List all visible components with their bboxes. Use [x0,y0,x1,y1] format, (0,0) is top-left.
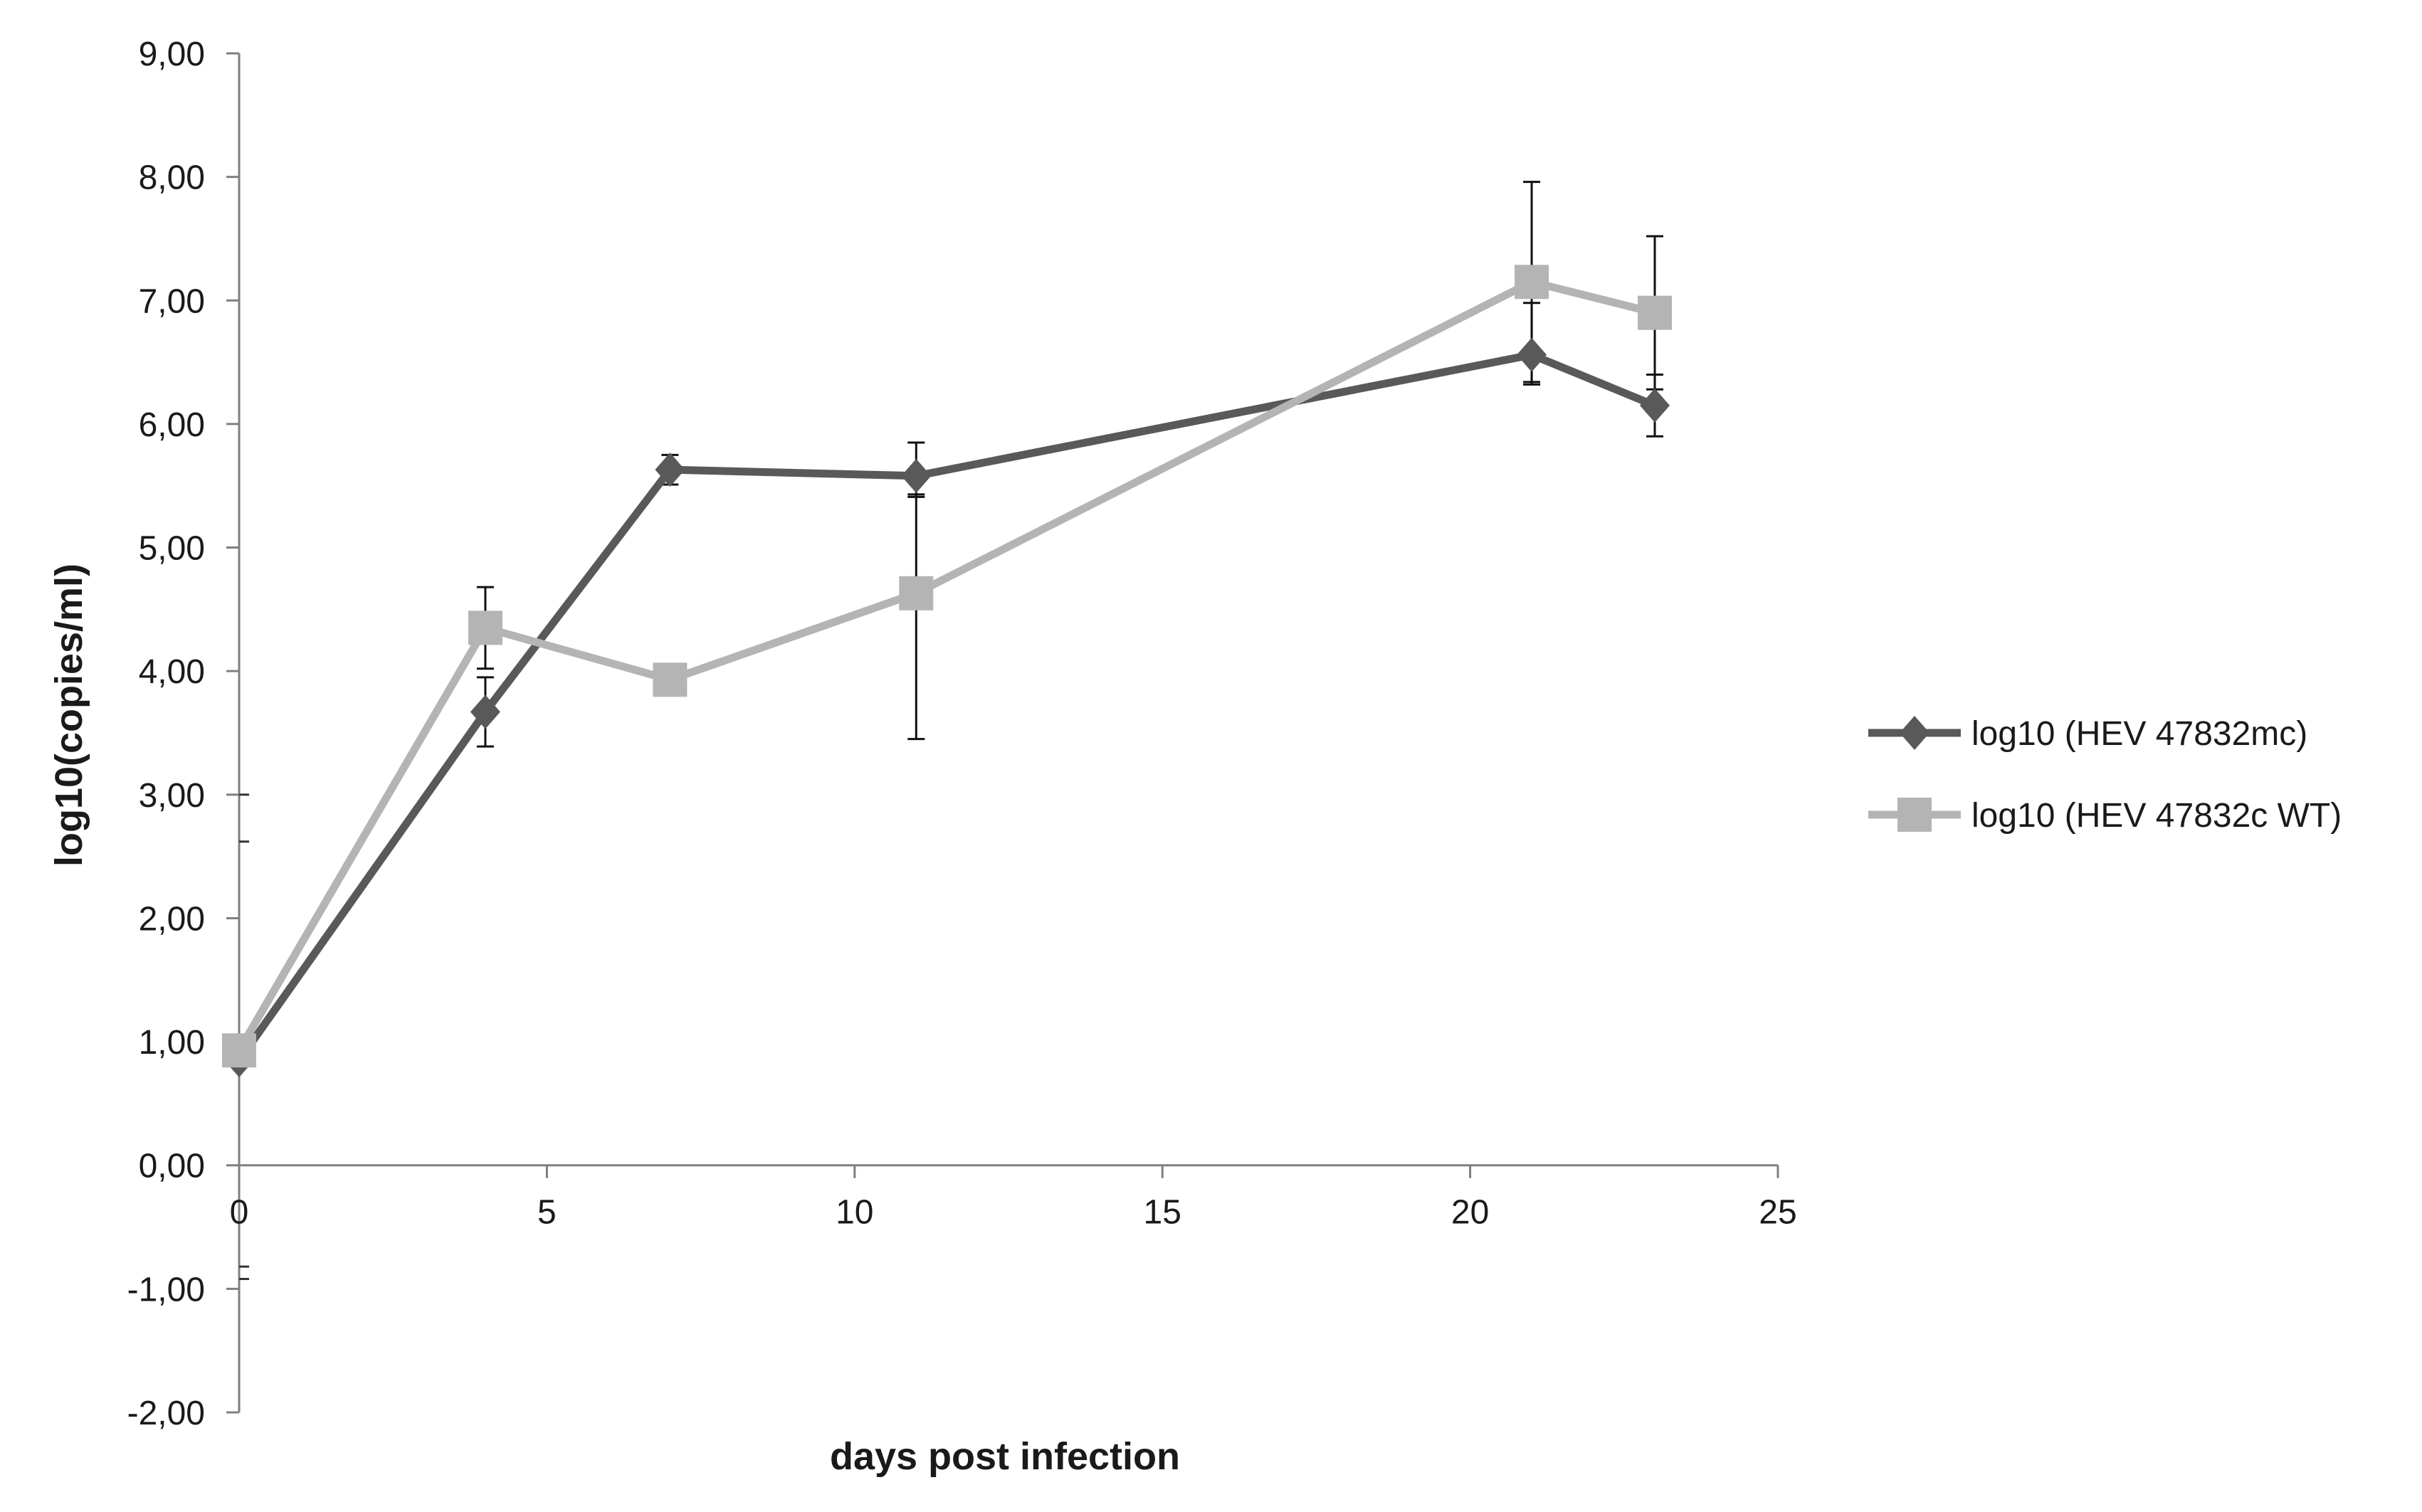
data-point-diamond [1640,388,1670,423]
x-tick-label: 0 [230,1194,249,1232]
y-tick-label: 2,00 [139,900,205,938]
x-tick-label: 10 [836,1194,873,1232]
series-lines-group [235,277,1659,1064]
series-markers-group [222,265,1673,1078]
error-bars-group [476,181,1664,748]
y-tick-label: 1,00 [139,1024,205,1062]
y-tick-label: 4,00 [139,653,205,691]
x-tick-label: 20 [1451,1194,1489,1232]
y-tick-label: 5,00 [139,530,205,568]
y-tick-label: 0,00 [139,1148,205,1185]
legend-label: log10 (HEV 47832c WT) [1971,797,2342,835]
y-tick-label: 7,00 [139,282,205,320]
y-tick-label: 6,00 [139,406,205,444]
axes-group: 9,00 8,00 7,00 6,00 5,00 4,00 3,00 2,00 1,00 0,00… [127,36,1797,1432]
legend-marker-square [1897,798,1932,832]
y-tick-label: 9,00 [139,36,205,73]
legend-label: log10 (HEV 47832mc) [1971,715,2307,753]
data-point-square [1515,265,1549,300]
data-point-square [899,576,934,610]
y-axis-title: log10(copies/ml) [48,564,90,867]
data-point-diamond [470,694,500,729]
data-point-diamond [655,453,685,487]
x-tick-label: 15 [1144,1194,1181,1232]
data-point-square [653,662,688,697]
y-tick-label: -1,00 [127,1271,205,1309]
x-tick-label: 25 [1759,1194,1796,1232]
x-tick-label: 5 [537,1194,557,1232]
series-line-2 [235,277,1659,1054]
data-point-diamond [901,458,932,493]
y-tick-label: 8,00 [139,159,205,197]
y-tick-label: 3,00 [139,777,205,815]
legend-marker-diamond [1900,716,1929,750]
y-tick-label: -2,00 [127,1395,205,1432]
data-point-diamond [1517,337,1547,372]
legend: log10 (HEV 47832mc) log10 (HEV 47832c WT) [1868,715,2342,835]
series-line-1 [235,351,1659,1064]
data-point-square [222,1033,256,1068]
x-axis-title: days post infection [830,1435,1180,1478]
data-point-square [1638,295,1673,330]
data-point-square [468,610,502,645]
